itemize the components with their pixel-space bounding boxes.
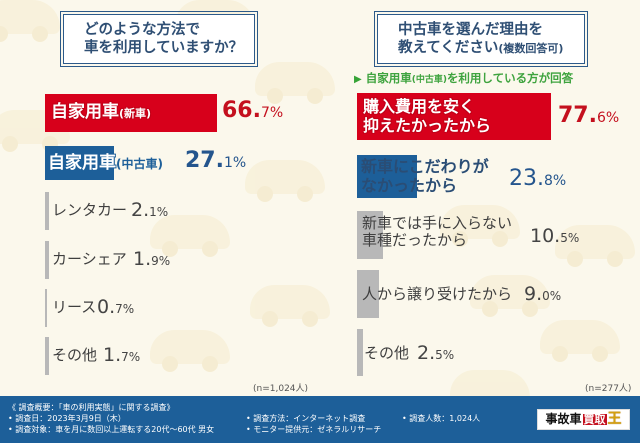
bar-label: カーシェア	[52, 250, 127, 268]
question-line-1: 中古車を選んだ理由を	[398, 22, 543, 38]
bar-value: 1.7%	[103, 344, 141, 366]
bar-fill	[45, 289, 47, 327]
background-car-decoration	[250, 285, 330, 327]
brand-logo: 事故車 買取王	[537, 409, 630, 430]
background-car-decoration	[150, 330, 230, 372]
background-car-decoration	[150, 215, 230, 257]
bar-row-unavailable-model	[357, 211, 383, 259]
survey-summary-title: 《 調査概要：「車の利用実態」に関する調査》	[8, 403, 175, 412]
bar-label: 人から譲り受けたから	[362, 285, 513, 303]
background-car-decoration	[245, 160, 325, 202]
bar-row-inherited	[357, 270, 379, 318]
background-car-decoration	[440, 205, 520, 247]
bar-label: 自家用車(新車)	[51, 102, 152, 122]
bar-label: 購入費用を安く 抑えたかったから	[363, 97, 492, 135]
monitor-provider: • モニター提供元：ゼネラルリサーチ	[246, 425, 382, 434]
bar-row-new-car: 自家用車(新車)	[45, 94, 217, 132]
footer-col-summary: 《 調査概要：「車の利用実態」に関する調査》 • 調査日：2023年3月9日（木…	[8, 402, 214, 435]
bar-label: 自家用車(中古車)	[48, 153, 163, 173]
bar-value: 77.6%	[558, 103, 620, 128]
bar-row-carshare	[45, 241, 49, 279]
respondent-count: • 調査人数：1,024人	[402, 414, 481, 423]
bar-row-rental	[45, 192, 49, 230]
right-question-box: 中古車を選んだ理由を 教えてください(複数回答可)	[374, 11, 588, 67]
bar-value: 23.8%	[509, 166, 567, 191]
background-car-decoration	[0, 0, 60, 42]
question-line-2: 教えてください(複数回答可)	[398, 40, 564, 56]
sample-size-note: (n=1,024人)	[253, 384, 309, 394]
bar-value: 9.0%	[524, 283, 562, 305]
bar-value: 1.9%	[133, 248, 171, 270]
bar-row-used-car: 自家用車(中古車)	[45, 146, 225, 180]
footer-col-respondents: • 調査人数：1,024人	[402, 413, 480, 424]
bar-fill	[45, 337, 49, 375]
triangle-right-icon: ▶	[354, 74, 362, 85]
bar-label: レンタカー	[52, 201, 128, 219]
bar-fill	[357, 211, 383, 259]
sample-size-note: (n=277人)	[585, 384, 632, 394]
background-car-decoration	[255, 62, 335, 104]
bar-fill	[357, 270, 379, 318]
bar-row-other	[45, 337, 49, 375]
bar-fill	[45, 146, 114, 180]
question-line-1: どのような方法で	[84, 22, 200, 38]
bar-label: その他	[364, 344, 410, 362]
left-question-box: どのような方法で 車を利用していますか？	[60, 11, 258, 67]
bar-value: 66.7%	[222, 98, 284, 123]
respondent-subtitle: ▶ 自家用車(中古車)を利用している方が回答	[354, 71, 574, 85]
bar-fill	[45, 94, 217, 132]
footer-col-method: • 調査方法：インターネット調査 • モニター提供元：ゼネラルリサーチ	[246, 413, 381, 435]
survey-method: • 調査方法：インターネット調査	[246, 414, 366, 423]
bar-value: 2.1%	[131, 199, 169, 221]
bar-row-no-preference-new	[357, 155, 417, 198]
bar-label: その他	[52, 346, 98, 364]
bar-fill	[45, 241, 49, 279]
background-car-decoration	[470, 275, 550, 317]
question-line-2: 車を利用していますか？	[84, 40, 244, 56]
bar-row-low-cost: 購入費用を安く 抑えたかったから	[357, 93, 551, 140]
bar-label: 新車にこだわりが なかったから	[361, 157, 489, 195]
bar-label: 新車では手に入らない 車種だったから	[362, 214, 513, 249]
survey-date: • 調査日：2023年3月9日（木）	[8, 414, 126, 423]
survey-footer: 《 調査概要：「車の利用実態」に関する調査》 • 調査日：2023年3月9日（木…	[0, 396, 640, 443]
bar-fill	[45, 192, 49, 230]
bar-fill	[357, 155, 417, 198]
background-car-decoration	[555, 225, 635, 267]
bar-fill	[357, 93, 551, 140]
bar-row-other	[357, 329, 363, 376]
bar-value: 0.7%	[97, 296, 135, 318]
bar-value: 2.5%	[417, 342, 455, 364]
bar-value: 10.5%	[530, 225, 580, 247]
background-car-decoration	[540, 320, 620, 362]
survey-target: • 調査対象：車を月に数回以上運転する20代〜60代 男女	[8, 425, 215, 434]
bar-fill	[357, 329, 363, 376]
bar-value: 27.1%	[185, 148, 247, 173]
bar-label: リース	[52, 298, 97, 316]
bar-row-lease	[45, 289, 47, 327]
